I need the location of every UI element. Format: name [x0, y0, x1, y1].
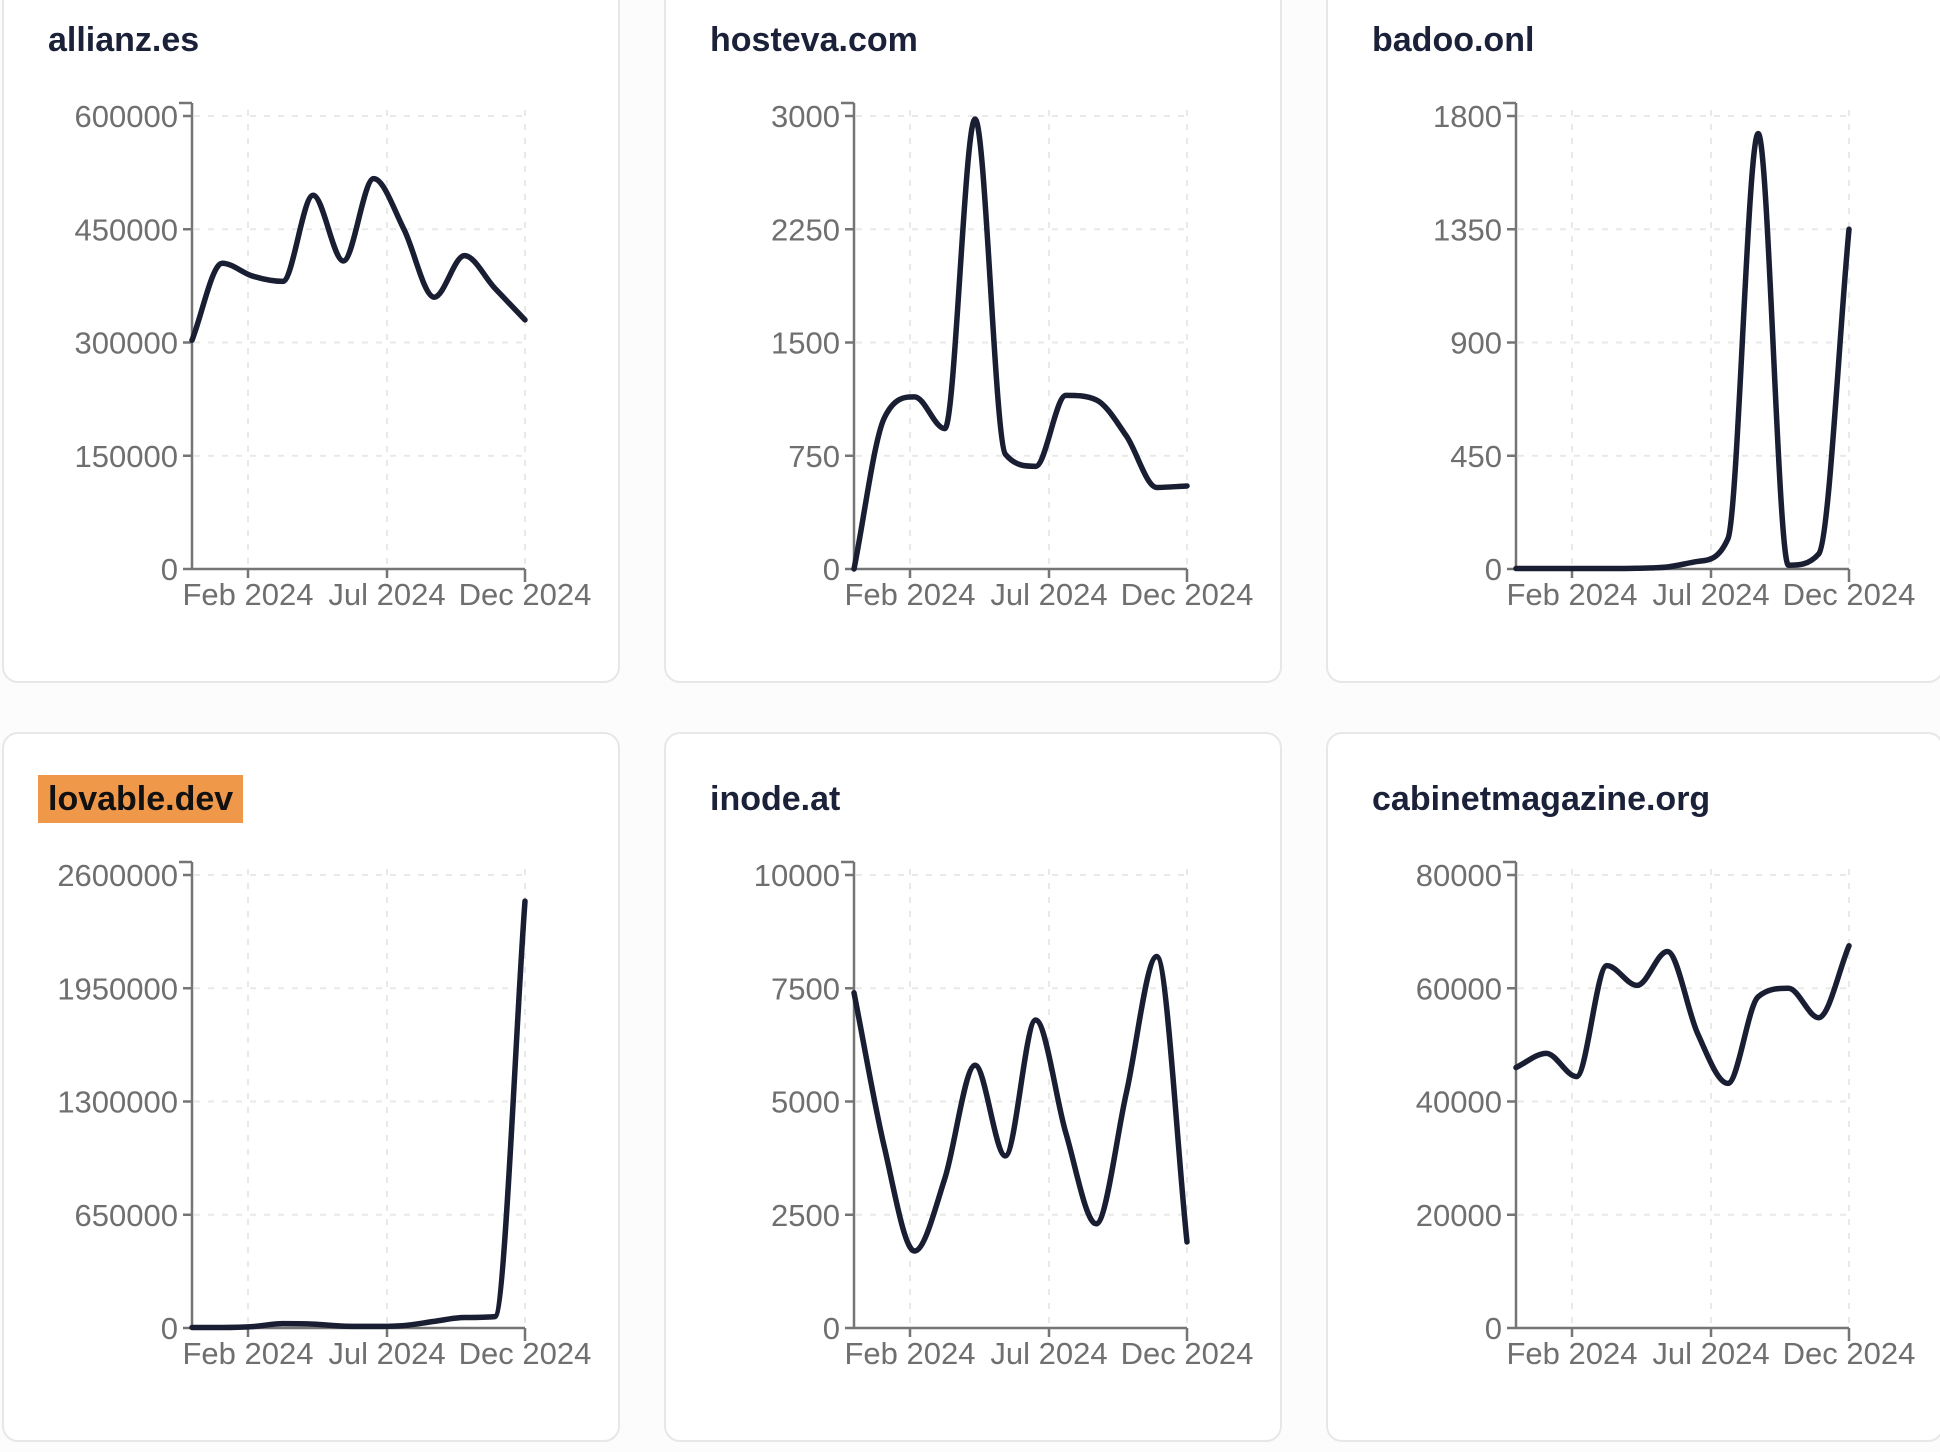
grid-lines — [194, 110, 526, 567]
x-tick-label: Jul 2024 — [328, 1336, 445, 1371]
y-tick-label: 1350 — [1433, 212, 1502, 247]
line-chart: 0 650000 1300000 1950000 2600000 Feb 2024 Jul … — [57, 858, 592, 1371]
series-line — [1513, 130, 1852, 572]
x-tick-label: Feb 2024 — [1507, 577, 1638, 612]
line-chart: 0 750 1500 2250 3000 Feb 2024 Jul 2024 Dec 2024 — [771, 99, 1254, 612]
y-tick-label: 0 — [823, 1311, 840, 1346]
axes — [1503, 860, 1851, 1341]
y-tick-label: 10000 — [754, 858, 840, 893]
y-tick-label: 2250 — [771, 212, 840, 247]
x-tick-label: Jul 2024 — [328, 577, 445, 612]
card-title: allianz.es — [48, 21, 199, 59]
line-chart: 0 150000 300000 450000 600000 Feb 2024 Jul 202… — [75, 99, 592, 612]
card-title: cabinetmagazine.org — [1372, 780, 1710, 818]
y-tick-label: 1300000 — [57, 1085, 178, 1120]
y-tick-label: 80000 — [1416, 858, 1502, 893]
series-line — [851, 953, 1190, 1254]
axes — [841, 101, 1189, 582]
domain-card-allianz-es[interactable]: allianz.es 0 150000 300000 450000 600000 Feb 2… — [2, 0, 620, 683]
domain-card-hosteva-com[interactable]: hosteva.com 0 750 1500 2250 3000 Feb 2024 Jul 2… — [664, 0, 1282, 683]
grid-lines — [856, 110, 1188, 567]
x-tick-label: Dec 2024 — [459, 577, 592, 612]
card-title: hosteva.com — [710, 21, 918, 59]
series-line — [851, 116, 1190, 572]
y-tick-label: 0 — [823, 552, 840, 587]
y-tick-label: 1800 — [1433, 99, 1502, 134]
y-tick-label: 1500 — [771, 326, 840, 361]
card-title: lovable.dev — [38, 775, 244, 823]
y-tick-label: 300000 — [75, 326, 178, 361]
x-tick-label: Feb 2024 — [1507, 1336, 1638, 1371]
x-tick-label: Feb 2024 — [845, 577, 976, 612]
y-tick-label: 450 — [1450, 439, 1502, 474]
grid-lines — [1518, 110, 1850, 567]
domain-card-lovable-dev[interactable]: lovable.dev 0 650000 1300000 1950000 2600000 F… — [2, 732, 620, 1442]
axes — [841, 860, 1189, 1341]
domain-card-badoo-onl[interactable]: badoo.onl 0 450 900 1350 1800 Feb 2024 Jul 2024… — [1326, 0, 1940, 683]
y-tick-label: 750 — [788, 439, 840, 474]
y-tick-label: 0 — [161, 552, 178, 587]
line-chart: 0 450 900 1350 1800 Feb 2024 Jul 2024 Dec 2024 — [1433, 99, 1916, 612]
x-tick-label: Feb 2024 — [183, 1336, 314, 1371]
y-tick-label: 650000 — [75, 1198, 178, 1233]
domain-card-inode-at[interactable]: inode.at 0 2500 5000 7500 10000 Feb 2024 Jul 20… — [664, 732, 1282, 1442]
grid-lines — [856, 869, 1188, 1326]
grid-lines — [194, 869, 526, 1326]
x-tick-label: Dec 2024 — [1121, 1336, 1254, 1371]
x-tick-label: Feb 2024 — [183, 577, 314, 612]
y-tick-label: 2600000 — [57, 858, 178, 893]
y-tick-label: 2500 — [771, 1198, 840, 1233]
x-tick-label: Feb 2024 — [845, 1336, 976, 1371]
card-title: inode.at — [710, 780, 840, 818]
highlighted-domain-title: lovable.dev — [38, 775, 244, 823]
line-chart: 0 20000 40000 60000 80000 Feb 2024 Jul 2024 Dec… — [1416, 858, 1916, 1371]
y-tick-label: 7500 — [771, 971, 840, 1006]
y-tick-label: 0 — [161, 1311, 178, 1346]
x-tick-label: Jul 2024 — [990, 577, 1107, 612]
y-tick-label: 3000 — [771, 99, 840, 134]
series-line — [1513, 943, 1852, 1087]
domain-title: allianz.es — [48, 21, 200, 59]
domain-title: cabinetmagazine.org — [1372, 780, 1711, 818]
y-tick-label: 0 — [1485, 1311, 1502, 1346]
x-tick-label: Jul 2024 — [1652, 1336, 1769, 1371]
x-tick-label: Dec 2024 — [1783, 1336, 1916, 1371]
domain-title: badoo.onl — [1372, 21, 1535, 59]
y-tick-label: 450000 — [75, 212, 178, 247]
card-title: badoo.onl — [1372, 21, 1534, 59]
y-tick-label: 900 — [1450, 326, 1502, 361]
domain-title: hosteva.com — [710, 21, 918, 59]
y-tick-label: 20000 — [1416, 1198, 1502, 1233]
domain-title: inode.at — [710, 780, 841, 818]
y-tick-label: 150000 — [75, 439, 178, 474]
x-tick-label: Dec 2024 — [459, 1336, 592, 1371]
y-tick-label: 600000 — [75, 99, 178, 134]
x-tick-label: Dec 2024 — [1121, 577, 1254, 612]
y-tick-label: 1950000 — [57, 971, 178, 1006]
y-tick-label: 60000 — [1416, 971, 1502, 1006]
x-tick-label: Jul 2024 — [1652, 577, 1769, 612]
x-tick-label: Dec 2024 — [1783, 577, 1916, 612]
series-line — [189, 175, 528, 343]
series-line — [189, 898, 528, 1331]
domain-card-cabinetmagazine-org[interactable]: cabinetmagazine.org 0 20000 40000 60000 80000… — [1326, 732, 1940, 1442]
y-tick-label: 0 — [1485, 552, 1502, 587]
x-tick-label: Jul 2024 — [990, 1336, 1107, 1371]
grid-lines — [1518, 869, 1850, 1326]
line-chart: 0 2500 5000 7500 10000 Feb 2024 Jul 2024 Dec 20… — [754, 858, 1254, 1371]
y-tick-label: 5000 — [771, 1085, 840, 1120]
y-tick-label: 40000 — [1416, 1085, 1502, 1120]
axes — [1503, 101, 1851, 582]
